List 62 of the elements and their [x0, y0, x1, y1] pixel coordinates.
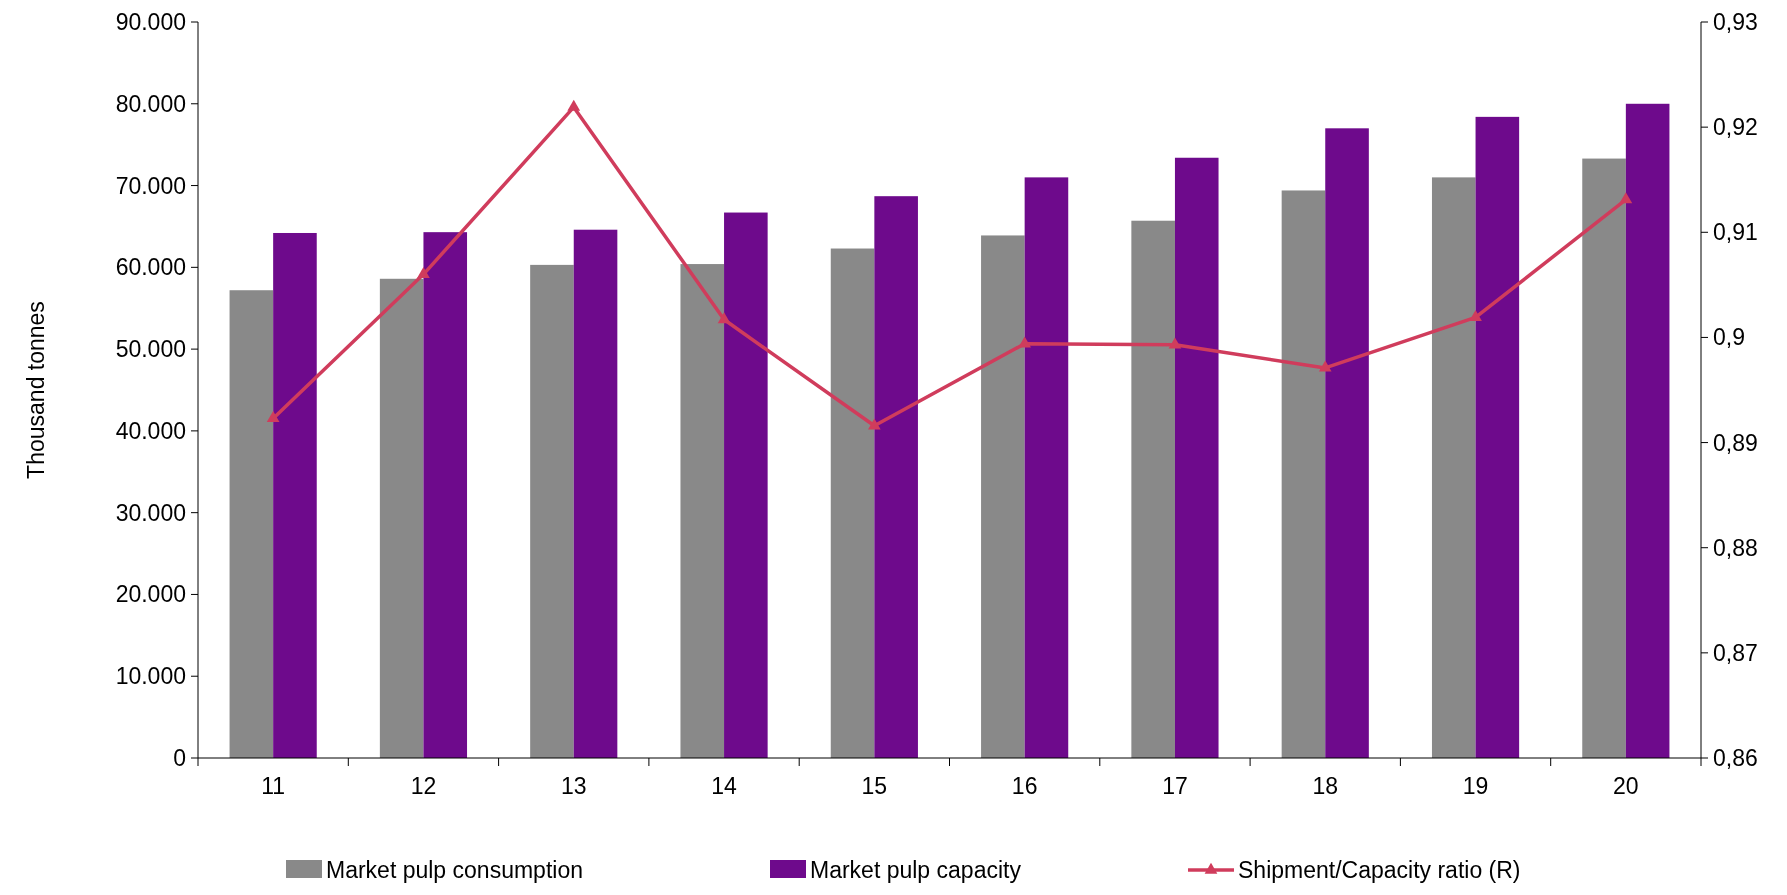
bar — [229, 290, 274, 758]
bar — [1582, 158, 1626, 758]
bar — [981, 235, 1025, 758]
y-tick-label: 10.000 — [115, 663, 186, 690]
y-tick-label: 90.000 — [115, 9, 186, 36]
y2-tick-label: 0,92 — [1713, 114, 1758, 141]
point — [1469, 310, 1482, 322]
point — [567, 99, 581, 111]
x-tick-label: 20 — [1613, 773, 1639, 799]
bar — [530, 264, 574, 758]
y-tick-label: 20.000 — [115, 581, 186, 608]
bar — [1174, 157, 1219, 758]
bar — [1024, 177, 1069, 758]
x-tick-label: 15 — [861, 773, 888, 799]
bar — [1281, 190, 1326, 758]
legend-label: Market pulp capacity — [810, 857, 1022, 884]
point — [717, 312, 731, 324]
y-tick-label: 60.000 — [115, 254, 186, 281]
bar — [379, 278, 424, 758]
bar — [1131, 220, 1175, 758]
bar — [1625, 103, 1670, 758]
y-tick-label: 80.000 — [115, 90, 186, 117]
y-axis-title: Thousand tonnes — [23, 301, 49, 479]
bar — [1475, 116, 1520, 758]
bar — [573, 229, 618, 758]
point — [1619, 192, 1633, 204]
bar — [423, 232, 468, 758]
legend-label: Market pulp consumption — [326, 857, 583, 884]
y-tick-label: 40.000 — [115, 417, 186, 444]
y2-tick-label: 0,93 — [1713, 9, 1758, 36]
bar — [724, 212, 768, 758]
y-tick-label: 70.000 — [115, 172, 186, 199]
x-tick-label: 14 — [711, 773, 738, 799]
y2-tick-label: 0,86 — [1713, 745, 1758, 772]
point — [867, 418, 881, 430]
point — [1318, 360, 1332, 372]
x-tick-label: 16 — [1011, 773, 1038, 799]
x-tick-label: 18 — [1312, 773, 1339, 799]
y-tick-label: 0 — [173, 745, 186, 772]
y2-tick-label: 0,87 — [1713, 639, 1758, 666]
x-tick-label: 12 — [410, 773, 437, 799]
x-tick-label: 17 — [1162, 773, 1188, 799]
point — [266, 411, 280, 423]
bar — [874, 196, 918, 758]
bar — [1325, 128, 1369, 758]
y-tick-label: 50.000 — [115, 336, 186, 363]
y2-tick-label: 0,91 — [1713, 219, 1758, 246]
bar — [273, 232, 317, 758]
bar — [680, 264, 725, 758]
point — [417, 267, 430, 279]
y2-tick-label: 0,88 — [1713, 534, 1758, 561]
legend-label: Shipment/Capacity ratio (R) — [1238, 857, 1521, 884]
x-tick-label: 19 — [1462, 773, 1489, 799]
x-tick-label: 11 — [261, 773, 286, 799]
x-tick-label: 13 — [560, 773, 587, 799]
y-tick-label: 30.000 — [115, 499, 186, 526]
point — [1018, 336, 1032, 348]
bar — [830, 248, 875, 758]
point — [1168, 337, 1182, 349]
bar — [1431, 177, 1476, 758]
y2-tick-label: 0,89 — [1713, 429, 1758, 456]
y2-tick-label: 0,9 — [1713, 324, 1745, 351]
